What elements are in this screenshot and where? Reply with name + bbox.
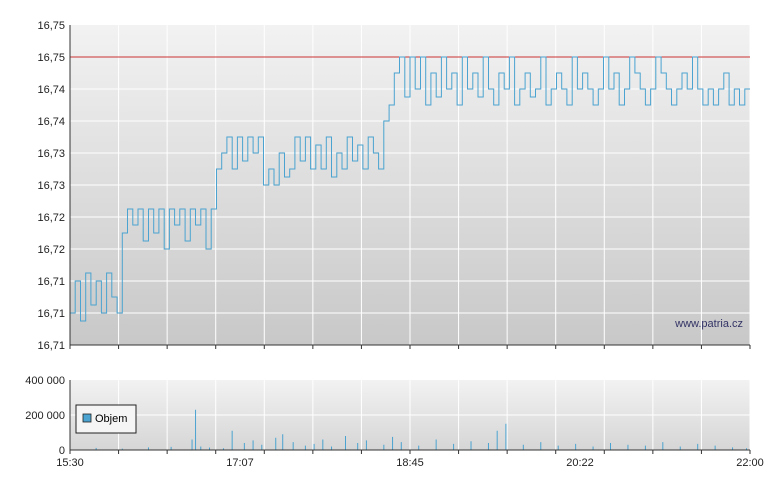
price-y-tick-label: 16,71 <box>37 340 65 352</box>
price-x-ticks <box>69 345 751 349</box>
x-tick-label: 22:00 <box>736 457 764 469</box>
price-y-tick-label: 16,74 <box>37 116 65 128</box>
x-tick-label: 20:22 <box>566 457 594 469</box>
price-y-tick-label: 16,71 <box>37 276 65 288</box>
price-y-tick-label: 16,73 <box>37 148 65 160</box>
price-y-tick-label: 16,71 <box>37 308 65 320</box>
price-y-tick-label: 16,75 <box>37 20 65 32</box>
volume-y-tick-label: 200 000 <box>25 410 65 422</box>
volume-panel: 400 000 200 000 0 15:30 17:07 18:45 20:22 22:0… <box>25 375 764 469</box>
price-y-tick-label: 16,72 <box>37 212 65 224</box>
price-y-tick-label: 16,75 <box>37 52 65 64</box>
price-series-line <box>70 56 750 322</box>
x-tick-label: 17:07 <box>226 457 254 469</box>
price-gridlines <box>70 25 751 345</box>
volume-y-tick-label: 0 <box>59 445 65 457</box>
volume-x-axis: 15:30 17:07 18:45 20:22 22:00 <box>56 450 764 469</box>
legend-label: Objem <box>95 413 127 425</box>
volume-y-axis: 400 000 200 000 0 <box>25 375 65 457</box>
volume-y-tick-label: 400 000 <box>25 375 65 387</box>
legend-box: Objem <box>75 404 137 434</box>
price-panel: 16,75 16,75 16,74 16,74 16,73 16,73 16,72 16,72… <box>37 20 751 352</box>
x-tick-label: 15:30 <box>56 457 84 469</box>
price-y-tick-label: 16,72 <box>37 244 65 256</box>
legend-swatch <box>82 413 92 423</box>
watermark: www.patria.cz <box>674 318 743 330</box>
price-y-tick-label: 16,73 <box>37 180 65 192</box>
x-tick-label: 18:45 <box>396 457 424 469</box>
price-y-tick-label: 16,74 <box>37 84 65 96</box>
price-y-axis: 16,75 16,75 16,74 16,74 16,73 16,73 16,72 16,72… <box>37 20 65 352</box>
volume-bars <box>95 409 748 450</box>
